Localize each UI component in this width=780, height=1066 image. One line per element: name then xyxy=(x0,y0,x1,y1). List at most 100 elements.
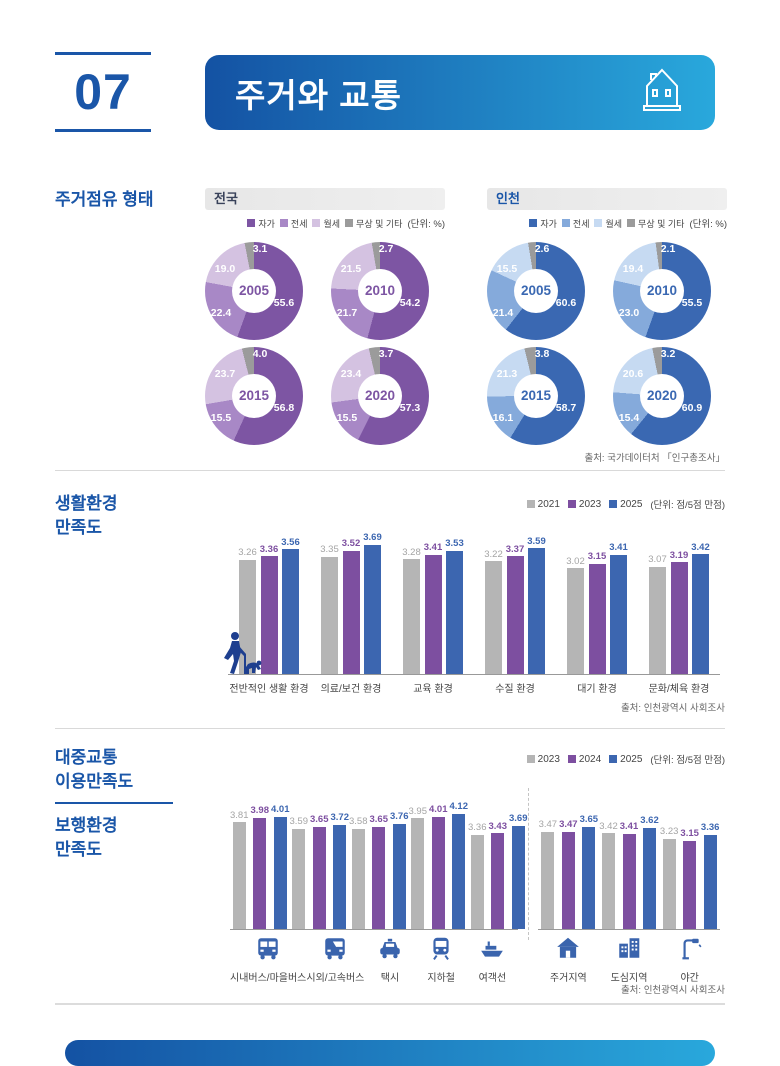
bar-value-label: 4.12 xyxy=(449,801,469,813)
bar-2024 xyxy=(372,826,386,929)
bar-value-label: 3.47 xyxy=(538,819,558,831)
bar-2024 xyxy=(491,833,505,929)
section-divider-3 xyxy=(55,1003,725,1005)
bar-column: 3.15 xyxy=(680,829,699,929)
bar-value-label: 3.15 xyxy=(680,828,699,840)
bar-2025 xyxy=(452,813,466,929)
bar-value-label: 3.41 xyxy=(619,821,639,832)
bar-2024 xyxy=(683,840,697,929)
bar-value-label: 3.53 xyxy=(445,538,464,549)
slice-value-label: 54.2 xyxy=(399,297,421,309)
bar-value-label: 3.98 xyxy=(250,805,270,817)
bar-column: 3.42 xyxy=(599,822,618,929)
bar-column: 3.28 xyxy=(402,548,421,674)
bar-column: 3.36 xyxy=(468,823,487,929)
bar-2023 xyxy=(260,556,278,674)
bar-column: 3.19 xyxy=(670,551,688,674)
bar-2023 xyxy=(292,828,306,929)
bar-column: 3.65 xyxy=(370,815,388,929)
category-label: 문화/체육 환경 xyxy=(648,684,710,695)
slice-value-label: 2.7 xyxy=(378,243,394,255)
bar-group: 3.23 3.15 3.36 xyxy=(659,786,720,929)
donut-hole xyxy=(514,269,558,313)
donut-chart-2010: 2010 54.2 21.7 21.5 2.7 xyxy=(331,242,429,340)
bar-2021 xyxy=(567,568,584,674)
bar-column: 3.35 xyxy=(320,545,339,674)
donut-chart-2020: 2020 60.9 15.4 20.6 3.2 xyxy=(613,347,711,445)
bar-2025 xyxy=(692,554,709,674)
slice-value-label: 15.5 xyxy=(336,412,358,424)
bar-column: 3.36 xyxy=(701,823,719,929)
donut-year-label: 2010 xyxy=(364,283,396,298)
intercity-bus-icon xyxy=(322,935,348,966)
bar-2025 xyxy=(511,825,525,929)
donut-hole xyxy=(640,269,684,313)
bar-value-label: 3.47 xyxy=(559,819,578,831)
bar-2025 xyxy=(528,548,545,674)
slice-value-label: 55.6 xyxy=(273,297,295,309)
bar-group: 3.58 3.65 3.76 xyxy=(349,786,409,929)
bar-2025 xyxy=(610,554,627,674)
category-label: 교육 환경 xyxy=(413,684,453,695)
bar-2023 xyxy=(232,822,246,929)
bar-2023 xyxy=(506,556,524,674)
donut-hole xyxy=(232,374,276,418)
slice-value-label: 22.4 xyxy=(210,307,232,319)
bar-value-label: 3.43 xyxy=(488,820,508,832)
category-slot: 택시 xyxy=(364,930,415,984)
donut-hole xyxy=(358,269,402,313)
bar-column: 3.62 xyxy=(640,816,659,929)
bar-2024 xyxy=(312,826,326,929)
bar-group: 3.02 3.15 3.41 xyxy=(556,518,638,674)
bar-value-label: 3.35 xyxy=(320,544,339,556)
bars-area: 3.47 3.47 3.65 3.42 3.41 3.62 3.23 3.15 3.36 xyxy=(538,786,720,930)
slice-value-label: 3.1 xyxy=(252,243,268,255)
bar-2025 xyxy=(582,826,596,929)
bar-2025 xyxy=(282,549,299,674)
pedestrian-with-dog-icon xyxy=(222,630,264,681)
legend-swatch-icon xyxy=(609,500,618,508)
category-label: 주거지역 xyxy=(549,973,587,984)
legend-living: 2021 2023 2025 (단위: 점/5점 만점) xyxy=(526,497,725,511)
category-slot: 교육 환경 xyxy=(392,675,474,695)
subway-icon xyxy=(428,935,454,966)
bar-group: 3.95 4.01 4.12 xyxy=(408,786,469,929)
category-label: 지하철 xyxy=(427,973,455,984)
category-label: 시외/고속버스 xyxy=(306,973,365,984)
bar-column: 3.69 xyxy=(509,814,528,929)
buildings-icon xyxy=(616,935,642,966)
page-title: 주거와 교통 xyxy=(235,76,402,114)
bar-value-label: 3.81 xyxy=(230,809,249,821)
category-axis: 주거지역 도심지역 야간 xyxy=(538,930,720,984)
legend-national-item: 월세 xyxy=(312,217,340,230)
unit-label: (단위: 점/5점 만점) xyxy=(650,500,725,511)
bar-column: 3.23 xyxy=(660,827,678,929)
bar-column: 3.65 xyxy=(310,815,329,929)
bar-group: 3.81 3.98 4.01 xyxy=(230,786,290,929)
slice-value-label: 3.8 xyxy=(534,348,550,360)
slice-value-label: 15.4 xyxy=(618,412,640,424)
bar-column: 3.47 xyxy=(559,820,578,929)
bar-value-label: 3.95 xyxy=(408,805,428,817)
bar-value-label: 3.69 xyxy=(509,813,528,825)
bar-column: 3.22 xyxy=(484,550,503,674)
category-axis: 시내버스/마을버스 시외/고속버스 택시 지하철 여객선 xyxy=(230,930,518,984)
section-divider-1 xyxy=(55,470,725,471)
bar-2023 xyxy=(470,834,484,929)
category-label: 시내버스/마을버스 xyxy=(230,973,307,984)
slice-value-label: 3.7 xyxy=(378,348,394,360)
legend-incheon-item: 월세 xyxy=(594,217,622,230)
donut-year-label: 2010 xyxy=(646,283,678,298)
slice-value-label: 19.4 xyxy=(622,263,644,275)
donut-chart-2015: 2015 58.7 16.1 21.3 3.8 xyxy=(487,347,585,445)
legend-swatch-icon xyxy=(561,219,570,227)
slice-value-label: 58.7 xyxy=(555,402,577,414)
section-title-living: 생활환경 만족도 xyxy=(55,494,118,537)
bar-value-label: 3.59 xyxy=(527,535,546,547)
legend-swatch-icon xyxy=(247,219,256,227)
bar-value-label: 3.65 xyxy=(579,814,599,826)
bar-column: 4.01 xyxy=(271,805,290,929)
bar-2024 xyxy=(561,831,575,929)
slice-value-label: 20.6 xyxy=(622,368,644,380)
legend-swatch-icon xyxy=(567,755,576,763)
